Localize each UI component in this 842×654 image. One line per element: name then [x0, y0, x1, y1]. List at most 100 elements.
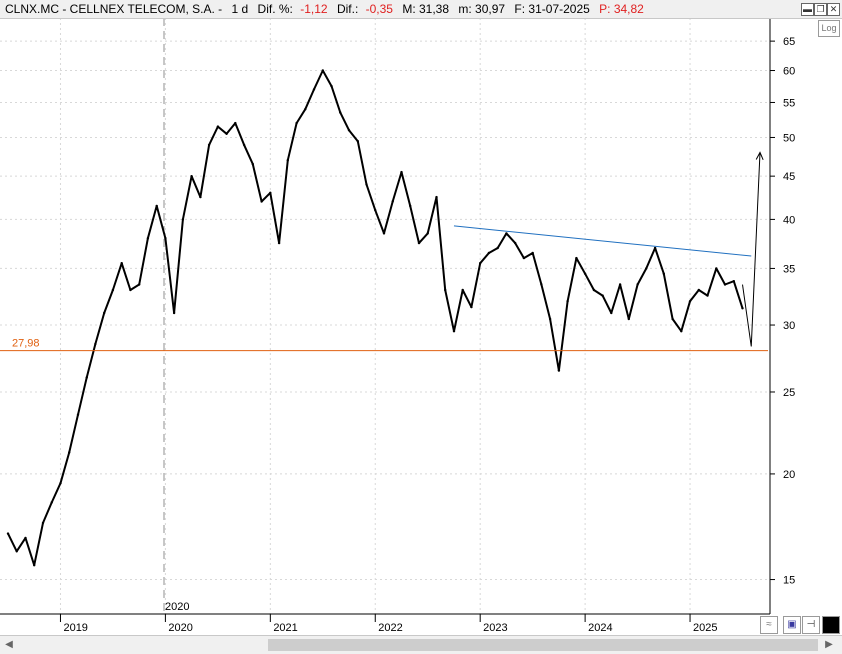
price-point [575, 256, 578, 260]
price-point [732, 280, 735, 283]
price-point [321, 69, 324, 72]
price-point [452, 330, 456, 333]
price-point [592, 288, 596, 292]
y-tick-label: 30 [783, 320, 795, 332]
price-point [24, 536, 27, 540]
price-point [59, 482, 62, 485]
price-point [129, 288, 132, 292]
price-point [382, 232, 386, 235]
horizontal-scrollbar[interactable]: ◀ ▶ [0, 635, 842, 654]
price-point [627, 317, 630, 321]
price-point [85, 376, 88, 379]
price-point [601, 294, 604, 297]
price-point [706, 294, 709, 297]
price-point [461, 288, 464, 292]
price-point [487, 251, 491, 255]
price-point [374, 209, 377, 212]
y-tick-label: 60 [783, 66, 795, 78]
scroll-right-arrow-icon[interactable]: ▶ [825, 639, 833, 650]
price-point [330, 84, 333, 88]
y-axis-ticks: 15 20 25 30 35 40 45 50 55 60 65 [770, 36, 795, 587]
price-point [435, 195, 438, 199]
price-point [409, 204, 412, 208]
y-tick-label: 20 [783, 469, 795, 481]
price-point [155, 204, 158, 208]
gridlines [0, 18, 770, 614]
pin-icon[interactable]: ⊣ [802, 616, 820, 634]
price-point [391, 200, 394, 203]
price-point [645, 267, 648, 270]
price-point [120, 262, 123, 265]
color-box-icon[interactable] [822, 616, 840, 634]
price-point [636, 283, 639, 286]
x-axis-ticks: 2019 2020 2021 2022 2023 2024 2025 [59, 614, 718, 634]
price-point [312, 88, 316, 91]
price-point [557, 369, 561, 372]
resistance-line [453, 225, 752, 257]
price-point [653, 246, 657, 250]
price-point [269, 191, 272, 194]
price-point [41, 521, 45, 525]
price-point [68, 451, 71, 454]
price-point [190, 175, 193, 178]
price-point [505, 232, 508, 235]
scroll-left-arrow-icon[interactable]: ◀ [5, 639, 13, 650]
price-point [199, 195, 202, 199]
minimize-icon[interactable]: ▬ [801, 3, 814, 16]
price-point [181, 218, 185, 221]
price-point [470, 305, 473, 309]
price-point [76, 413, 80, 416]
price-point [723, 283, 727, 286]
price-point [146, 237, 150, 240]
price-point [94, 342, 97, 346]
price-point [610, 311, 613, 315]
price-point [688, 300, 692, 303]
y-tick-label: 65 [783, 36, 795, 48]
price-point [277, 241, 281, 245]
price-point [164, 237, 167, 240]
date-label: F: 31-07-2025 [514, 2, 590, 16]
save-icon[interactable]: ▣ [783, 616, 801, 634]
price-point [356, 140, 359, 143]
zigzag-icon[interactable]: ≈ [760, 616, 778, 634]
chart-toolbar: ≈ ▣ ⊣ [760, 616, 842, 634]
y-tick-label: 25 [783, 387, 795, 399]
y-tick-label: 50 [783, 132, 795, 144]
price-point [111, 288, 115, 292]
annotations: 27,98 [0, 151, 768, 352]
period-label: 1 d [231, 2, 249, 16]
min-label: m: 30,97 [458, 2, 506, 16]
price-point [514, 241, 517, 245]
dif-pct-value: -1,12 [300, 2, 328, 16]
price-point [479, 262, 482, 265]
price-point [365, 183, 368, 186]
x-tick-label: 2020 [168, 622, 192, 634]
log-scale-button[interactable]: Log [818, 20, 840, 37]
price-point [234, 121, 237, 125]
price-point [618, 283, 622, 286]
price-point [417, 241, 421, 245]
y-tick-label: 35 [783, 263, 795, 275]
price-point [33, 564, 36, 567]
price-point [216, 125, 220, 128]
x-tick-label: 2019 [63, 622, 87, 634]
price-point [103, 311, 106, 315]
scroll-thumb[interactable] [268, 639, 818, 651]
price-point [242, 143, 246, 147]
price-point [207, 143, 211, 147]
price-point [697, 288, 700, 292]
y-tick-label: 40 [783, 214, 795, 226]
support-label: 27,98 [12, 338, 40, 350]
price-point [6, 532, 10, 535]
restore-icon[interactable]: ❐ [814, 3, 827, 16]
price-point [566, 300, 569, 303]
price-point [400, 170, 403, 174]
price-point [583, 272, 587, 275]
y-tick-label: 45 [783, 171, 795, 183]
close-icon[interactable]: ✕ [827, 3, 840, 16]
projection-arrow [742, 152, 761, 347]
price-point [715, 267, 718, 270]
price-point [50, 501, 53, 504]
dif-value: -0,35 [365, 2, 393, 16]
